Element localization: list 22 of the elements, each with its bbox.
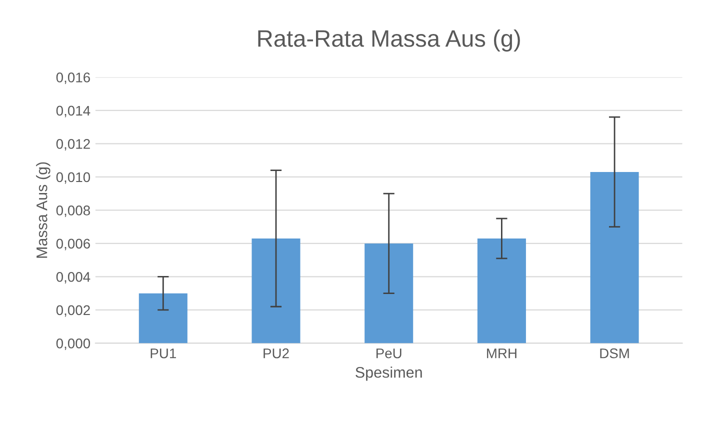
x-tick-label: PU2: [264, 348, 289, 358]
bar: [477, 238, 526, 344]
x-tick-label: MRH: [487, 348, 516, 358]
bar: [364, 243, 414, 344]
y-axis-title: Massa Aus (g): [36, 162, 50, 258]
chart-title: Rata-Rata Massa Aus (g): [258, 30, 520, 52]
y-tick-label: 0,006: [56, 238, 90, 250]
bar: [590, 172, 639, 344]
x-axis-title: Spesimen: [356, 366, 422, 381]
y-tick-label: 0,004: [56, 272, 90, 284]
y-tick-label: 0,010: [56, 172, 90, 184]
bar: [252, 238, 300, 344]
y-tick-label: 0,016: [56, 72, 90, 84]
y-tick-label: 0,000: [56, 338, 90, 350]
y-tick-label: 0,014: [56, 106, 90, 118]
y-tick-label: 0,008: [56, 206, 90, 218]
x-tick-label: DSM: [600, 348, 629, 358]
x-tick-label: PU1: [150, 348, 176, 358]
bar: [138, 293, 188, 344]
y-tick-label: 0,012: [56, 139, 90, 151]
y-tick-label: 0,002: [56, 305, 90, 317]
x-tick-label: PeU: [376, 348, 402, 358]
